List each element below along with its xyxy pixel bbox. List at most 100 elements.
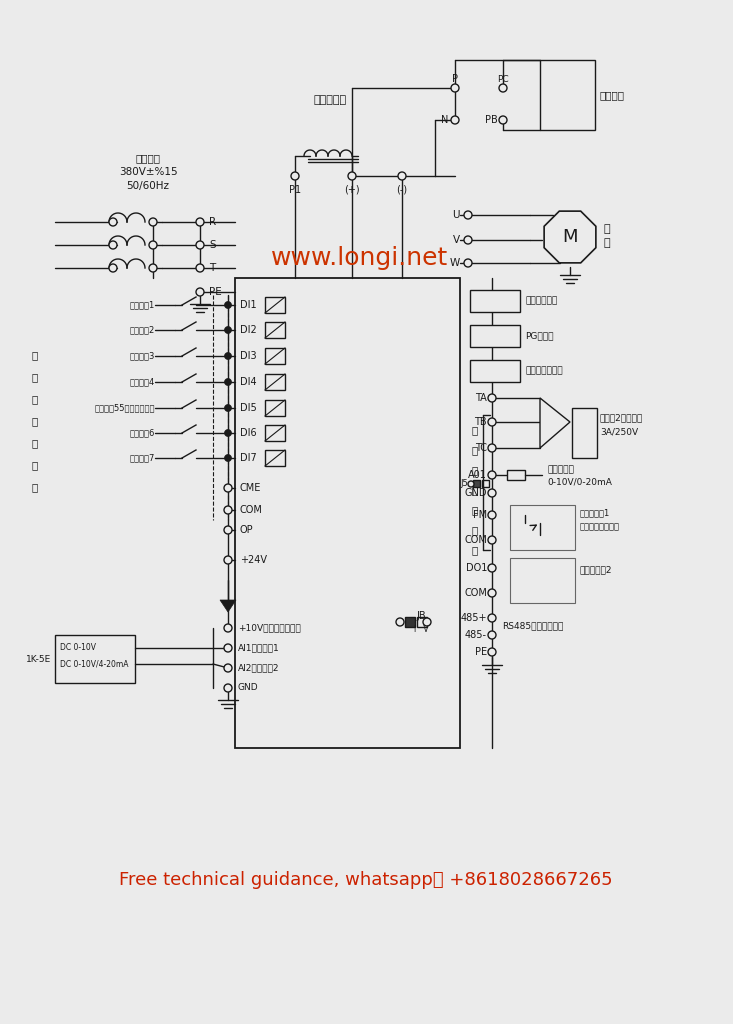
Circle shape (396, 618, 404, 626)
Text: DC 0-10V/4-20mA: DC 0-10V/4-20mA (60, 659, 128, 669)
Bar (510, 505, 575, 550)
Text: CME: CME (240, 483, 262, 493)
Text: 485+: 485+ (460, 613, 487, 623)
Text: 制动电阵: 制动电阵 (600, 90, 625, 100)
Text: TC: TC (475, 443, 487, 453)
Bar (405, 617, 415, 627)
Text: COM: COM (464, 588, 487, 598)
Circle shape (423, 618, 431, 626)
Text: JB: JB (416, 611, 426, 621)
Text: DO1: DO1 (465, 563, 487, 573)
Text: 外引键盘接口: 外引键盘接口 (525, 297, 557, 305)
Text: 功: 功 (472, 445, 478, 455)
Text: (-): (-) (397, 185, 408, 195)
Bar (470, 290, 520, 312)
Bar (235, 278, 460, 748)
Text: 数字输入55（高速脉冲）: 数字输入55（高速脉冲） (95, 403, 155, 413)
Text: DI7: DI7 (240, 453, 257, 463)
Text: Free technical guidance, whatsapp： +8618028667265: Free technical guidance, whatsapp： +8618… (119, 871, 613, 889)
Circle shape (488, 489, 496, 497)
Text: PG卡接口: PG卡接口 (525, 332, 553, 341)
Circle shape (451, 84, 459, 92)
Circle shape (488, 648, 496, 656)
Text: 继电器2输出端子: 继电器2输出端子 (600, 414, 644, 423)
Circle shape (464, 211, 472, 219)
Text: 点: 点 (32, 438, 38, 449)
Text: DI3: DI3 (240, 351, 257, 361)
Circle shape (291, 172, 299, 180)
Text: 功: 功 (32, 372, 38, 382)
Bar (55, 635, 135, 683)
Text: +24V: +24V (240, 555, 267, 565)
Circle shape (488, 394, 496, 402)
Polygon shape (544, 211, 596, 263)
Text: A01: A01 (468, 470, 487, 480)
Text: COM: COM (240, 505, 263, 515)
Text: 数字输入1: 数字输入1 (130, 300, 155, 309)
Text: TA: TA (475, 393, 487, 403)
Text: AI1模拟输入1: AI1模拟输入1 (238, 643, 280, 652)
Circle shape (224, 301, 232, 308)
Text: GND: GND (465, 488, 487, 498)
Text: DI4: DI4 (240, 377, 257, 387)
Text: 点: 点 (472, 505, 478, 515)
Text: U: U (452, 210, 460, 220)
Text: W: W (450, 258, 460, 268)
Circle shape (224, 644, 232, 652)
Text: 开路集电条1: 开路集电条1 (580, 509, 611, 517)
Text: 能: 能 (472, 465, 478, 475)
Text: PE: PE (475, 647, 487, 657)
Bar (473, 480, 480, 487)
Text: 三相电源: 三相电源 (136, 153, 161, 163)
Bar (265, 297, 285, 313)
Text: 数字输入4: 数字输入4 (130, 378, 155, 386)
Circle shape (464, 236, 472, 244)
Circle shape (196, 241, 204, 249)
Text: TB: TB (474, 417, 487, 427)
Circle shape (224, 664, 232, 672)
Text: OP: OP (240, 525, 254, 535)
Circle shape (224, 556, 232, 564)
Text: COM: COM (464, 535, 487, 545)
Text: 数字输入6: 数字输入6 (130, 428, 155, 437)
Text: PC: PC (497, 75, 509, 84)
Circle shape (149, 264, 157, 272)
Circle shape (109, 218, 117, 226)
Text: （高速脉冲输出）: （高速脉冲输出） (580, 522, 620, 531)
Text: DI5: DI5 (240, 403, 257, 413)
Text: 485-: 485- (465, 630, 487, 640)
Circle shape (488, 511, 496, 519)
Text: 机: 机 (603, 238, 610, 248)
Text: V: V (453, 234, 460, 245)
Bar (265, 425, 285, 441)
Text: FM: FM (473, 510, 487, 520)
Circle shape (488, 614, 496, 622)
Bar (265, 322, 285, 338)
Circle shape (451, 116, 459, 124)
Circle shape (464, 259, 472, 267)
Circle shape (499, 84, 507, 92)
Circle shape (224, 429, 232, 436)
Text: PB: PB (485, 115, 498, 125)
Text: 接: 接 (32, 416, 38, 426)
Circle shape (196, 288, 204, 296)
Text: www.longi.net: www.longi.net (271, 246, 449, 270)
Text: GND: GND (238, 683, 259, 692)
Bar (510, 558, 575, 603)
Text: AI2模拟输入2: AI2模拟输入2 (238, 664, 279, 673)
Circle shape (224, 526, 232, 534)
Text: 数字输入7: 数字输入7 (130, 454, 155, 463)
Circle shape (224, 624, 232, 632)
Circle shape (488, 564, 496, 572)
Bar (265, 450, 285, 466)
Bar (470, 360, 520, 382)
Bar (265, 374, 285, 390)
Text: +10V频率设定用电源: +10V频率设定用电源 (238, 624, 301, 633)
Circle shape (488, 536, 496, 544)
Circle shape (109, 241, 117, 249)
Text: M: M (562, 228, 578, 246)
Text: RS485通讯数据接口: RS485通讯数据接口 (502, 622, 564, 631)
Text: R: R (209, 217, 216, 227)
Circle shape (224, 352, 232, 359)
Bar (417, 617, 427, 627)
